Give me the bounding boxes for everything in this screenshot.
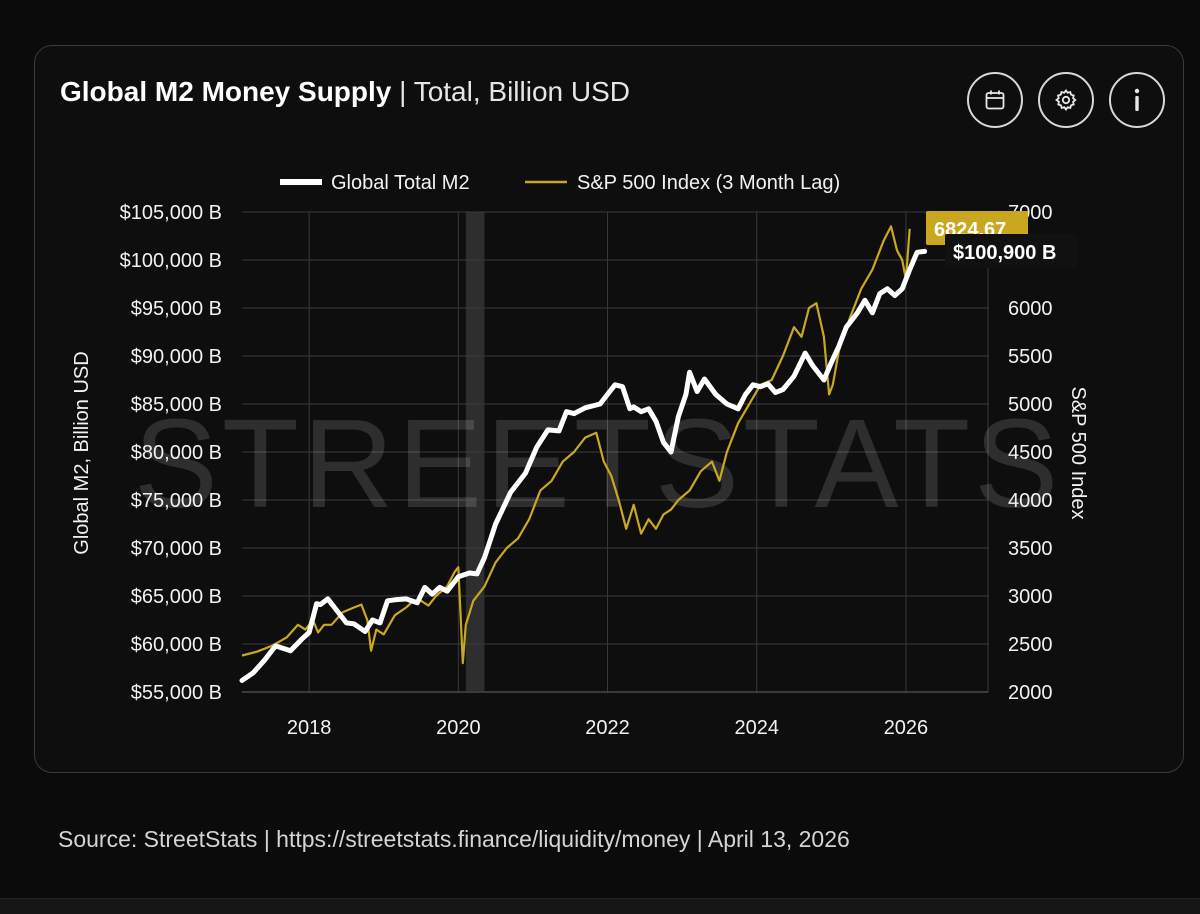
y-axis-left-label: Global M2, Billion USD [71,351,93,554]
legend-label-m2: Global Total M2 [331,172,470,194]
calendar-icon [984,89,1006,111]
x-tick-label: 2026 [884,717,929,739]
y-left-tick-label: $75,000 B [131,490,222,512]
watermark: STREETSTATS [134,393,1062,534]
page-title: Global M2 Money Supply | Total, Billion … [60,74,630,110]
m2-last-value-badge [945,234,1077,268]
settings-button[interactable] [1038,72,1094,128]
y-left-tick-label: $100,000 B [120,250,222,272]
y-right-tick-label: 5500 [1008,346,1053,368]
y-left-tick-label: $95,000 B [131,298,222,320]
y-left-tick-label: $85,000 B [131,394,222,416]
y-right-tick-label: 2500 [1008,634,1053,656]
x-tick-label: 2018 [287,717,332,739]
y-right-tick-label: 6000 [1008,298,1053,320]
y-right-tick-label: 5000 [1008,394,1053,416]
y-left-tick-label: $65,000 B [131,586,222,608]
x-tick-label: 2020 [436,717,481,739]
calendar-button[interactable] [967,72,1023,128]
gear-icon [1054,88,1078,112]
chart-card [34,45,1184,773]
y-left-tick-label: $60,000 B [131,634,222,656]
title-bold: Global M2 Money Supply [60,76,392,107]
x-axis-ticks: 2018 2020 2022 2024 2026 [287,717,928,739]
m2-last-value: $100,900 B [953,242,1056,264]
y-left-tick-label: $90,000 B [131,346,222,368]
y-right-tick-label: 3000 [1008,586,1053,608]
y-axis-right-label: S&P 500 Index [1067,386,1089,519]
y-left-tick-label: $80,000 B [131,442,222,464]
x-tick-label: 2024 [734,717,779,739]
chart-grid [242,211,989,693]
y-axis-right-ticks: 2000250030003500400045005000550060006500… [1008,202,1053,704]
source-line: Source: StreetStats | https://streetstat… [58,826,850,852]
x-tick-label: 2022 [585,717,630,739]
info-button[interactable] [1109,72,1165,128]
y-right-tick-label: 4500 [1008,442,1053,464]
chart-legend: Global Total M2 S&P 500 Index (3 Month La… [280,172,840,194]
title-subtitle: | Total, Billion USD [399,76,631,107]
y-right-tick-label: 4000 [1008,490,1053,512]
y-left-tick-label: $70,000 B [131,538,222,560]
bottom-bar [0,898,1200,914]
last-value-badges: 6824.67$100,900 B [926,211,1077,268]
y-right-tick-label: 3500 [1008,538,1053,560]
series-line-spx [241,225,911,665]
legend-label-spx: S&P 500 Index (3 Month Lag) [577,172,840,194]
info-icon [1127,87,1147,113]
y-left-tick-label: $105,000 B [120,202,222,224]
series-line-m2 [239,248,928,683]
series-lines [239,225,928,683]
y-left-tick-label: $55,000 B [131,682,222,704]
y-right-tick-label: 2000 [1008,682,1053,704]
y-axis-left-ticks: $55,000 B $60,000 B $65,000 B $70,000 B $75,… [120,202,222,704]
